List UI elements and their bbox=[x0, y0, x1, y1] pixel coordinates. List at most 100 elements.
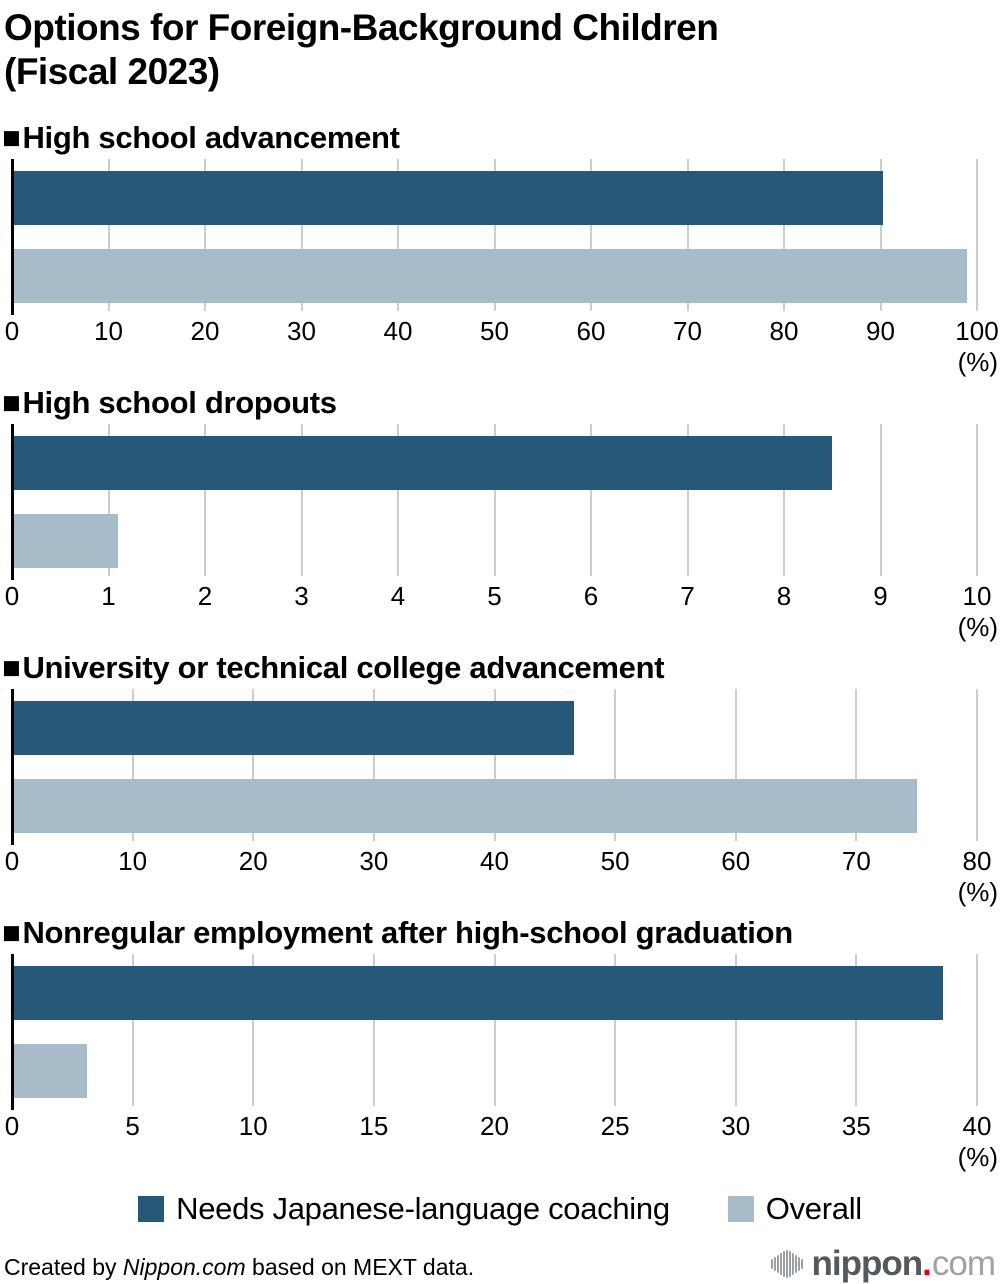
axis-unit-row: (%) bbox=[12, 614, 998, 640]
x-axis-tick-labels: 0 10 20 30 40 50 60 70 80 90 100 bbox=[5, 316, 999, 347]
section-title: ■ High school advancement bbox=[2, 120, 1000, 156]
x-axis-tick-labels: 0 1 2 3 4 5 6 7 8 9 10 bbox=[5, 581, 992, 612]
axis-unit-row: (%) bbox=[12, 349, 998, 375]
gridline bbox=[204, 424, 206, 577]
section-title-text: High school advancement bbox=[22, 120, 400, 156]
section-title: ■ High school dropouts bbox=[2, 385, 1000, 421]
logo-dot: . bbox=[922, 1244, 932, 1284]
soundwave-bar bbox=[782, 1251, 785, 1278]
logo-word: nippon bbox=[811, 1244, 924, 1284]
bar-overall bbox=[12, 514, 119, 569]
gridline bbox=[734, 954, 737, 1107]
page-title-line-2: (Fiscal 2023) bbox=[4, 51, 220, 93]
legend-label-overall: Overall bbox=[765, 1191, 862, 1227]
section-bullet-icon: ■ bbox=[2, 650, 21, 686]
tick-label: 20 bbox=[480, 1111, 509, 1142]
gridline bbox=[879, 424, 882, 577]
gridline bbox=[590, 424, 592, 577]
logo-tld: com bbox=[931, 1244, 996, 1284]
tick-label: 100 bbox=[955, 316, 999, 347]
chart-high-school-advancement: ■ High school advancement 0 10 20 30 40 50 60 70 8… bbox=[0, 120, 1000, 375]
bar-coaching bbox=[12, 171, 884, 226]
gridline bbox=[372, 689, 375, 842]
gridline bbox=[855, 954, 858, 1107]
soundwave-icon bbox=[770, 1250, 803, 1279]
bar-overall bbox=[12, 249, 968, 304]
tick-label: 70 bbox=[841, 846, 871, 877]
source-credit: Created by Nippon.com based on MEXT data… bbox=[4, 1252, 474, 1282]
gridline bbox=[131, 689, 134, 842]
gridline bbox=[131, 954, 134, 1107]
soundwave-bar bbox=[779, 1253, 782, 1276]
bar-coaching bbox=[12, 436, 833, 491]
soundwave-bar bbox=[797, 1257, 800, 1272]
soundwave-bar bbox=[791, 1253, 794, 1276]
gridline bbox=[879, 159, 882, 312]
tick-label: 30 bbox=[359, 846, 389, 877]
tick-label: 20 bbox=[190, 316, 220, 347]
gridline bbox=[252, 954, 255, 1107]
bar-plot bbox=[11, 689, 978, 846]
section-bullet-icon: ■ bbox=[2, 120, 21, 156]
tick-label: 80 bbox=[962, 846, 992, 877]
tick-label: 3 bbox=[294, 581, 309, 612]
tick-label: 20 bbox=[238, 846, 268, 877]
bar-coaching bbox=[12, 966, 944, 1021]
credit-prefix: Created by bbox=[4, 1254, 123, 1281]
tick-label: 4 bbox=[390, 581, 406, 612]
gridline bbox=[204, 159, 206, 312]
tick-label: 0 bbox=[4, 1111, 20, 1142]
bar-coaching bbox=[12, 701, 575, 756]
tick-label: 8 bbox=[776, 581, 792, 612]
section-bullet-icon: ■ bbox=[2, 915, 21, 951]
bar-plot bbox=[11, 424, 978, 581]
gridline bbox=[590, 159, 592, 312]
gridline bbox=[976, 159, 978, 312]
y-axis-line bbox=[11, 689, 14, 846]
tick-label: 5 bbox=[125, 1111, 140, 1142]
chart-university-or-technical-college-advancement: ■ University or technical college advance… bbox=[0, 650, 1000, 905]
charts-container: ■ High school advancement 0 10 20 30 40 50 60 70 8… bbox=[0, 120, 1000, 1170]
gridline bbox=[855, 689, 858, 842]
tick-label: 30 bbox=[287, 316, 316, 347]
axis-unit-row: (%) bbox=[12, 1144, 998, 1170]
x-axis-tick-labels: 0 5 10 15 20 25 30 35 40 bbox=[5, 1111, 992, 1142]
axis-unit-label: (%) bbox=[957, 877, 998, 908]
gridline bbox=[493, 424, 496, 577]
section-title-text: High school dropouts bbox=[22, 385, 337, 421]
soundwave-bar bbox=[794, 1255, 797, 1274]
tick-label: 40 bbox=[480, 846, 509, 877]
chart-nonregular-employment-after-high-school-graduation: ■ Nonregular employment after high-school… bbox=[0, 915, 1000, 1170]
page-title-line-1: Options for Foreign-Background Children bbox=[4, 7, 719, 48]
credit-suffix: based on MEXT data. bbox=[245, 1254, 475, 1281]
gridline bbox=[107, 159, 110, 312]
tick-label: 10 bbox=[118, 846, 148, 877]
gridline bbox=[976, 954, 978, 1107]
tick-label: 0 bbox=[4, 581, 20, 612]
gridline bbox=[614, 954, 617, 1107]
tick-label: 60 bbox=[576, 316, 606, 347]
bar-plot bbox=[11, 159, 978, 316]
tick-label: 5 bbox=[487, 581, 502, 612]
nippon-logo: nippon . com bbox=[770, 1244, 996, 1284]
legend-item-coaching: Needs Japanese-language coaching bbox=[138, 1191, 670, 1227]
tick-label: 40 bbox=[962, 1111, 992, 1142]
tick-label: 50 bbox=[480, 316, 509, 347]
legend-swatch-overall-icon bbox=[727, 1196, 754, 1223]
gridline bbox=[686, 424, 689, 577]
section-title: ■ University or technical college advance… bbox=[2, 650, 1000, 686]
gridline bbox=[252, 689, 255, 842]
gridline bbox=[107, 424, 110, 577]
x-axis-tick-labels: 0 10 20 30 40 50 60 70 80 bbox=[5, 846, 992, 877]
bar-plot bbox=[11, 954, 978, 1111]
tick-label: 6 bbox=[583, 581, 599, 612]
tick-label: 25 bbox=[600, 1111, 630, 1142]
soundwave-bar bbox=[770, 1259, 773, 1270]
legend-swatch-coaching-icon bbox=[138, 1196, 165, 1223]
page-title: Options for Foreign-Background Children … bbox=[4, 6, 1000, 94]
tick-label: 10 bbox=[94, 316, 123, 347]
footer: Created by Nippon.com based on MEXT data… bbox=[0, 1246, 1000, 1282]
axis-unit-label: (%) bbox=[957, 612, 998, 643]
gridline bbox=[976, 424, 978, 577]
